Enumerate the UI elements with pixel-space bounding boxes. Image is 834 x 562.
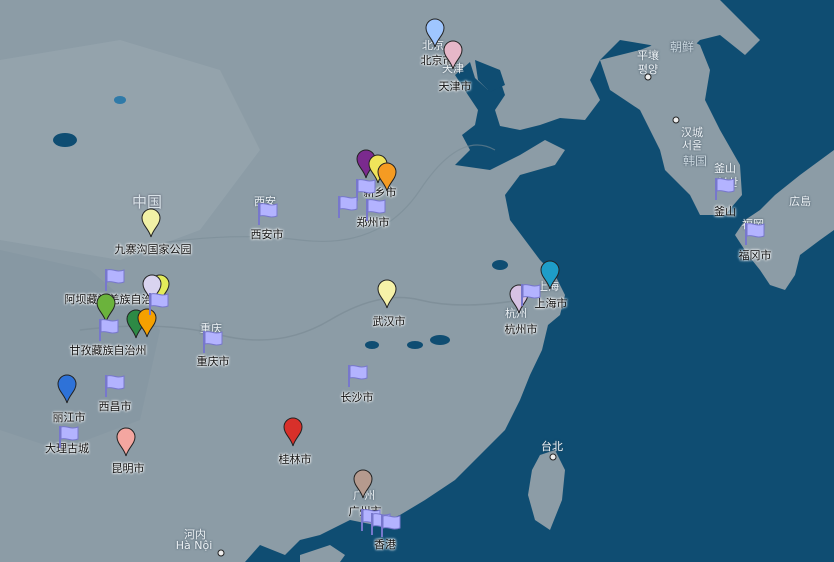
kunming-pin[interactable] bbox=[116, 427, 136, 457]
xichang-label: 西昌市 bbox=[98, 400, 132, 413]
ganzi-flag[interactable] bbox=[98, 318, 120, 342]
hongkong-label: 香港 bbox=[374, 538, 396, 551]
south-korea-label: 韩国 bbox=[682, 154, 708, 168]
jiuzhaigou-pin[interactable] bbox=[141, 208, 161, 238]
shanghai-bg-label: 上海 bbox=[537, 280, 559, 293]
ganzi-green-pin[interactable] bbox=[96, 293, 116, 323]
seoul-label: 汉城 bbox=[681, 126, 703, 139]
hainan-island bbox=[300, 545, 345, 562]
seoul-dot bbox=[672, 116, 680, 124]
shanghai-flag[interactable] bbox=[520, 283, 542, 307]
changsha-label: 长沙市 bbox=[340, 391, 374, 404]
wuhan-label: 武汉市 bbox=[372, 315, 406, 328]
guangzhou-pin[interactable] bbox=[353, 469, 373, 499]
aba-light-pin[interactable] bbox=[142, 274, 162, 304]
korean-peninsula bbox=[600, 35, 742, 215]
hangzhou-label: 杭州市 bbox=[504, 323, 538, 336]
busan-city-label: 釜山 bbox=[714, 205, 736, 218]
pyongyang-ko-label: 평양 bbox=[637, 63, 659, 76]
ganzi-label: 甘孜藏族自治州 bbox=[69, 344, 147, 357]
xinxiang-flag[interactable] bbox=[355, 178, 377, 202]
zhengzhou-label: 郑州市 bbox=[356, 216, 390, 229]
tianjin-pin[interactable] bbox=[443, 40, 463, 70]
fukuoka-city-label: 福冈市 bbox=[738, 249, 772, 262]
jiuzhaigou-label: 九寨沟国家公园 bbox=[114, 243, 192, 256]
ganzi-orange-pin[interactable] bbox=[137, 308, 157, 338]
shanghai-pin[interactable] bbox=[540, 260, 560, 290]
aba-flag[interactable] bbox=[104, 268, 126, 292]
japan-landmass bbox=[735, 150, 834, 290]
zhengzhou-flag-left[interactable] bbox=[337, 195, 359, 219]
wuhan-pin[interactable] bbox=[377, 279, 397, 309]
taipei-dot bbox=[549, 453, 557, 461]
china-label: 中国 bbox=[131, 193, 163, 211]
busan-flag[interactable] bbox=[714, 177, 736, 201]
lijiang-pin[interactable] bbox=[57, 374, 77, 404]
chongqing-flag[interactable] bbox=[202, 330, 224, 354]
xichang-flag[interactable] bbox=[104, 374, 126, 398]
xian-label: 西安市 bbox=[250, 228, 284, 241]
hanoi-label: 河内 bbox=[184, 528, 206, 541]
kunming-label: 昆明市 bbox=[111, 462, 145, 475]
shanghai-label: 上海市 bbox=[534, 297, 568, 310]
dali-flag[interactable] bbox=[58, 425, 80, 449]
busan-label: 釜山 bbox=[714, 162, 736, 175]
guangzhou-flag-3[interactable] bbox=[380, 514, 402, 538]
xinxiang-orange-pin[interactable] bbox=[377, 162, 397, 192]
beijing-pin[interactable] bbox=[425, 18, 445, 48]
pyongyang-label: 平壤 bbox=[637, 49, 659, 62]
fukuoka-flag[interactable] bbox=[744, 222, 766, 246]
taipei-label: 台北 bbox=[541, 440, 563, 453]
guilin-label: 桂林市 bbox=[278, 453, 312, 466]
hangzhou-bg-label: 杭州 bbox=[505, 307, 527, 320]
hiroshima-label: 広島 bbox=[789, 195, 811, 208]
hanoi-dot bbox=[217, 549, 225, 557]
guilin-pin[interactable] bbox=[283, 417, 303, 447]
lijiang-label: 丽江市 bbox=[52, 411, 86, 424]
aba-flag-2[interactable] bbox=[148, 292, 170, 316]
zhengzhou-flag-right[interactable] bbox=[365, 198, 387, 222]
xian-flag[interactable] bbox=[257, 202, 279, 226]
tianjin-label: 天津市 bbox=[438, 80, 472, 93]
pyongyang-dot bbox=[644, 73, 652, 81]
seoul-ko-label: 서울 bbox=[681, 139, 703, 152]
north-korea-label: 朝鲜 bbox=[669, 40, 695, 54]
changsha-flag[interactable] bbox=[347, 364, 369, 388]
hanoi-vi-label: Hà Nội bbox=[175, 539, 213, 552]
chongqing-label: 重庆市 bbox=[196, 355, 230, 368]
taiwan-island bbox=[528, 450, 565, 530]
dali-label: 大理古城 bbox=[45, 442, 89, 455]
beijing-label: 北京市 bbox=[420, 54, 454, 67]
beijing-en-label: 北京 bbox=[422, 39, 444, 52]
